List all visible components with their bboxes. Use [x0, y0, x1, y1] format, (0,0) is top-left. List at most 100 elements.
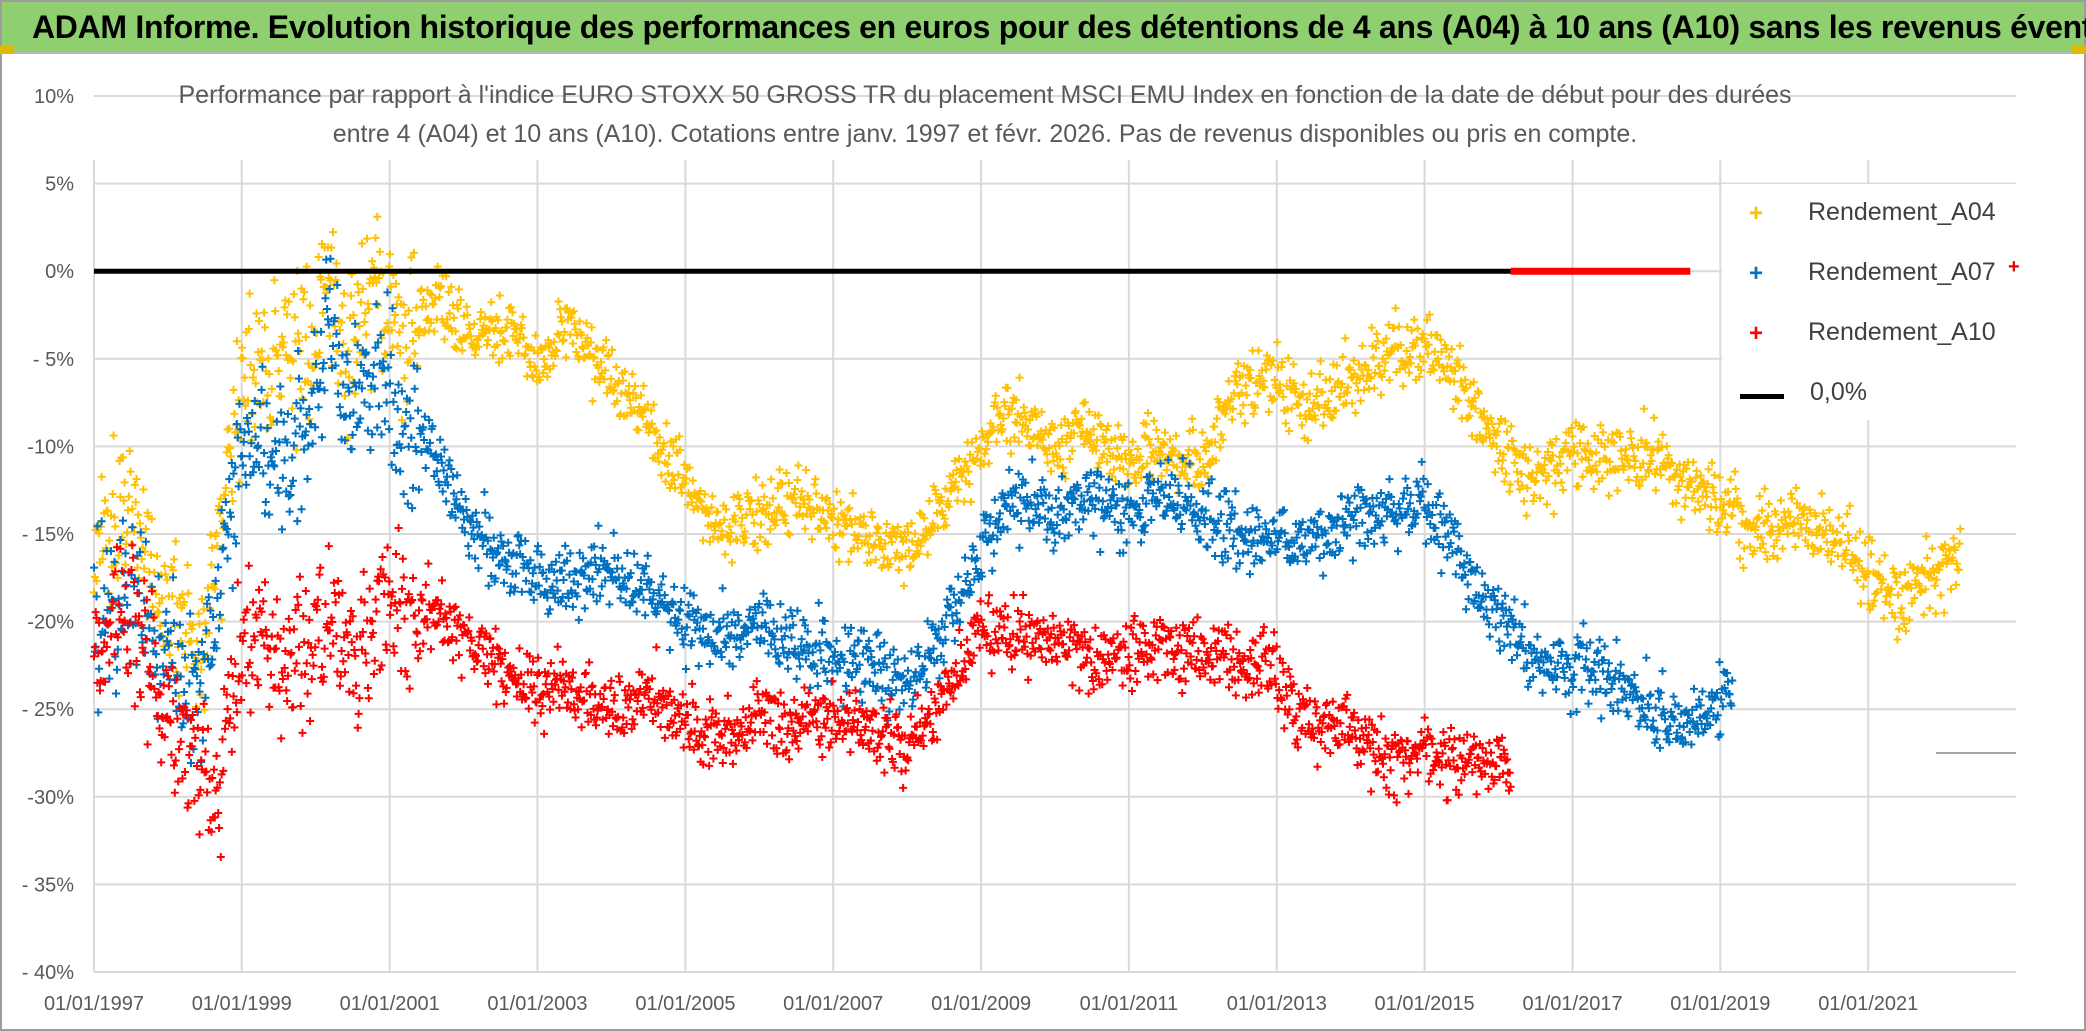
point-a04 — [1513, 467, 1522, 476]
point-a04 — [575, 317, 584, 326]
point-a07 — [294, 347, 303, 356]
point-a04 — [569, 307, 578, 316]
point-a04 — [1691, 473, 1700, 482]
point-a07 — [990, 495, 999, 504]
point-a07 — [289, 476, 298, 485]
point-a10 — [266, 670, 275, 679]
point-a07 — [1503, 630, 1512, 639]
point-a04 — [560, 327, 569, 336]
point-a07 — [185, 679, 194, 688]
point-a04 — [1485, 433, 1494, 442]
point-a04 — [677, 488, 686, 497]
point-a04 — [1730, 467, 1739, 476]
point-a04 — [1905, 615, 1914, 624]
point-a04 — [251, 379, 260, 388]
point-a04 — [1189, 425, 1198, 434]
point-a10 — [293, 592, 302, 601]
point-a07 — [307, 388, 316, 397]
point-a07 — [818, 628, 827, 637]
point-a04 — [1738, 507, 1747, 516]
point-a04 — [674, 470, 683, 479]
point-a04 — [768, 494, 777, 503]
point-a10 — [195, 830, 204, 839]
point-a04 — [887, 538, 896, 547]
point-a07 — [403, 499, 412, 508]
point-a07 — [961, 577, 970, 586]
point-a07 — [869, 660, 878, 669]
point-a04 — [1491, 468, 1500, 477]
point-a04 — [466, 332, 475, 341]
point-a04 — [325, 332, 334, 341]
point-a04 — [1658, 430, 1667, 439]
y-tick-label: 0% — [45, 261, 74, 283]
point-a04 — [225, 424, 234, 433]
point-a04 — [399, 300, 408, 309]
point-a04 — [139, 485, 148, 494]
point-a04 — [1123, 470, 1132, 479]
point-a04 — [1650, 413, 1659, 422]
point-a04 — [628, 370, 637, 379]
point-a04 — [1041, 445, 1050, 454]
point-a04 — [675, 432, 684, 441]
point-a04 — [487, 298, 496, 307]
point-a07 — [352, 423, 361, 432]
point-a04 — [1239, 401, 1248, 410]
point-a04 — [1162, 466, 1171, 475]
point-a07 — [1630, 671, 1639, 680]
point-a04 — [1433, 330, 1442, 339]
point-a10 — [346, 607, 355, 615]
point-a07 — [820, 617, 829, 626]
point-a04 — [861, 521, 870, 530]
point-a10 — [309, 661, 318, 670]
point-a04 — [1657, 443, 1666, 452]
point-a04 — [1894, 591, 1903, 600]
point-a04 — [192, 636, 201, 645]
point-a04 — [1120, 432, 1129, 441]
point-a04 — [1104, 444, 1113, 453]
point-a04 — [1761, 548, 1770, 557]
point-a04 — [1453, 356, 1462, 365]
point-a07 — [1698, 687, 1707, 696]
point-a04 — [1946, 585, 1955, 594]
point-a07 — [1494, 584, 1503, 593]
point-a04 — [1462, 384, 1471, 393]
point-a04 — [1525, 443, 1534, 452]
point-a07 — [299, 396, 308, 405]
point-a04 — [1471, 404, 1480, 413]
point-a04 — [766, 525, 775, 534]
point-a10 — [299, 612, 308, 621]
point-a04 — [572, 347, 581, 356]
point-a07 — [1165, 492, 1174, 501]
point-a04 — [812, 489, 821, 498]
point-a04 — [874, 524, 883, 533]
point-a10 — [290, 666, 299, 675]
point-a07 — [1218, 558, 1227, 567]
point-a04 — [602, 389, 611, 398]
point-a07 — [781, 613, 790, 622]
point-a07 — [390, 448, 399, 457]
point-a07 — [743, 640, 752, 649]
point-a10 — [231, 659, 240, 668]
point-a04 — [1464, 396, 1473, 405]
point-a10 — [688, 679, 697, 688]
point-a04 — [435, 293, 444, 302]
point-a07 — [993, 535, 1002, 544]
point-a04 — [1189, 480, 1198, 489]
point-a04 — [925, 497, 934, 506]
point-a07 — [544, 609, 553, 618]
point-a10 — [607, 676, 616, 685]
point-a10 — [212, 751, 221, 760]
point-a04 — [284, 297, 293, 306]
point-a04 — [600, 375, 609, 384]
point-a04 — [1531, 476, 1540, 485]
point-a10 — [351, 651, 360, 660]
point-a07 — [914, 642, 923, 651]
point-a04 — [1540, 460, 1549, 469]
point-a04 — [1229, 389, 1238, 398]
point-a04 — [1269, 356, 1278, 365]
point-a04 — [609, 386, 618, 395]
point-a07 — [1406, 490, 1415, 499]
point-a10 — [403, 672, 412, 681]
point-a04 — [923, 550, 932, 559]
point-a07 — [1422, 539, 1431, 548]
